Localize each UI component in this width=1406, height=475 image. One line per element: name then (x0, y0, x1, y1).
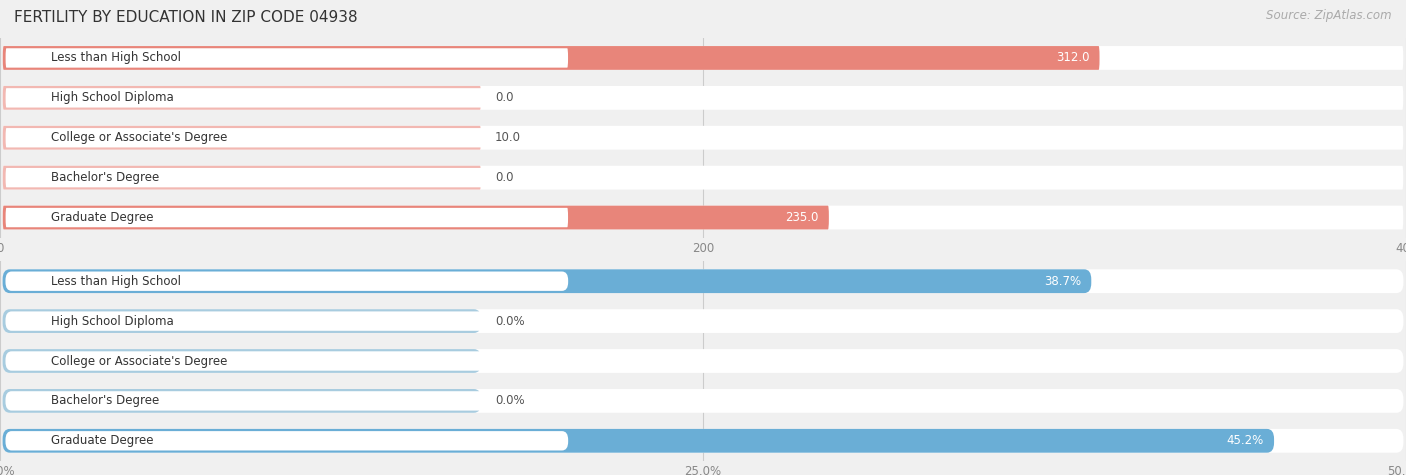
FancyBboxPatch shape (6, 352, 568, 370)
Text: Bachelor's Degree: Bachelor's Degree (51, 171, 159, 184)
FancyBboxPatch shape (3, 389, 481, 413)
Text: FERTILITY BY EDUCATION IN ZIP CODE 04938: FERTILITY BY EDUCATION IN ZIP CODE 04938 (14, 10, 357, 25)
FancyBboxPatch shape (6, 48, 568, 67)
Text: High School Diploma: High School Diploma (51, 314, 173, 328)
FancyBboxPatch shape (3, 86, 1403, 110)
Text: Bachelor's Degree: Bachelor's Degree (51, 394, 159, 408)
FancyBboxPatch shape (3, 166, 481, 190)
Text: Source: ZipAtlas.com: Source: ZipAtlas.com (1267, 10, 1392, 22)
FancyBboxPatch shape (6, 208, 568, 227)
FancyBboxPatch shape (6, 272, 568, 291)
FancyBboxPatch shape (3, 309, 1403, 333)
FancyBboxPatch shape (6, 431, 568, 450)
Text: 0.0%: 0.0% (495, 314, 524, 328)
FancyBboxPatch shape (3, 269, 1403, 293)
Text: Graduate Degree: Graduate Degree (51, 434, 153, 447)
Text: Less than High School: Less than High School (51, 275, 180, 288)
Text: College or Associate's Degree: College or Associate's Degree (51, 354, 226, 368)
Text: 0.0%: 0.0% (495, 394, 524, 408)
FancyBboxPatch shape (3, 269, 1091, 293)
Text: 38.7%: 38.7% (1045, 275, 1081, 288)
Text: College or Associate's Degree: College or Associate's Degree (51, 131, 226, 144)
FancyBboxPatch shape (3, 349, 481, 373)
FancyBboxPatch shape (6, 88, 568, 107)
FancyBboxPatch shape (3, 206, 830, 229)
FancyBboxPatch shape (3, 309, 481, 333)
FancyBboxPatch shape (6, 168, 568, 187)
Text: Less than High School: Less than High School (51, 51, 180, 65)
Text: 0.0: 0.0 (495, 171, 513, 184)
FancyBboxPatch shape (3, 126, 481, 150)
Text: 0.0: 0.0 (495, 91, 513, 104)
FancyBboxPatch shape (3, 389, 1403, 413)
FancyBboxPatch shape (3, 166, 1403, 190)
FancyBboxPatch shape (6, 312, 568, 331)
Text: 10.0: 10.0 (495, 131, 520, 144)
Text: 16.1%: 16.1% (408, 354, 446, 368)
FancyBboxPatch shape (3, 86, 481, 110)
FancyBboxPatch shape (3, 206, 1403, 229)
FancyBboxPatch shape (3, 46, 1403, 70)
FancyBboxPatch shape (3, 429, 1403, 453)
Text: 235.0: 235.0 (786, 211, 818, 224)
Text: Graduate Degree: Graduate Degree (51, 211, 153, 224)
FancyBboxPatch shape (3, 126, 1403, 150)
FancyBboxPatch shape (3, 349, 1403, 373)
Text: High School Diploma: High School Diploma (51, 91, 173, 104)
Text: 312.0: 312.0 (1056, 51, 1090, 65)
FancyBboxPatch shape (3, 429, 1274, 453)
FancyBboxPatch shape (6, 128, 568, 147)
Text: 45.2%: 45.2% (1227, 434, 1264, 447)
FancyBboxPatch shape (6, 391, 568, 410)
FancyBboxPatch shape (3, 46, 1099, 70)
